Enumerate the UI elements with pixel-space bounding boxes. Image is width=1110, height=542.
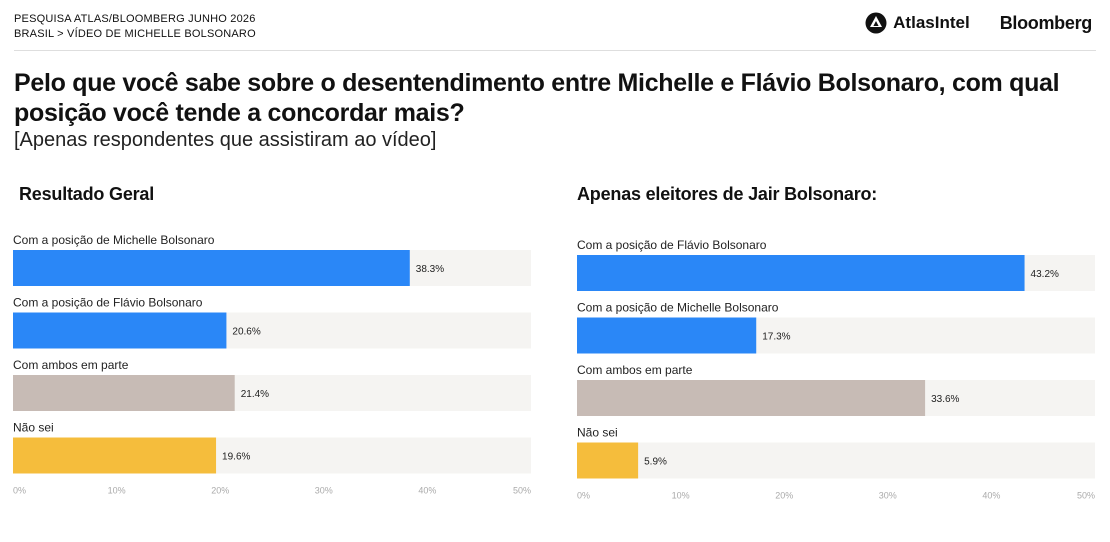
tick-label: 30% xyxy=(315,486,333,496)
value-label: 5.9% xyxy=(644,457,667,468)
value-label: 43.2% xyxy=(1031,269,1059,280)
tick-label: 0% xyxy=(13,486,26,496)
atlasintel-wordmark: AtlasIntel xyxy=(893,13,970,32)
bar xyxy=(577,442,639,479)
category-label: Com ambos em parte xyxy=(13,358,129,372)
value-label: 20.6% xyxy=(232,327,260,338)
survey-source-line: PESQUISA ATLAS/BLOOMBERG JUNHO 2026 xyxy=(14,13,256,25)
question-title: Pelo que você sabe sobre o desentendimen… xyxy=(14,69,1060,127)
bar xyxy=(13,250,410,286)
bar xyxy=(13,312,227,349)
tick-label: 50% xyxy=(1077,491,1095,501)
category-label: Com a posição de Flávio Bolsonaro xyxy=(577,238,767,252)
survey-breadcrumb-line: BRASIL > VÍDEO DE MICHELLE BOLSONARO xyxy=(14,28,256,40)
category-label: Com a posição de Michelle Bolsonaro xyxy=(13,233,215,247)
value-label: 17.3% xyxy=(762,332,790,343)
tick-label: 40% xyxy=(418,486,436,496)
category-label: Não sei xyxy=(577,426,618,440)
survey-header: PESQUISA ATLAS/BLOOMBERG JUNHO 2026 BRAS… xyxy=(14,12,256,42)
value-label: 19.6% xyxy=(222,452,250,463)
tick-label: 50% xyxy=(513,486,531,496)
tick-label: 10% xyxy=(108,486,126,496)
header-divider xyxy=(14,50,1096,51)
bar xyxy=(13,375,235,411)
atlasintel-logo: AtlasIntel xyxy=(865,12,970,34)
panel-title: Apenas eleitores de Jair Bolsonaro: xyxy=(577,184,877,204)
brand-logos: AtlasIntel Bloomberg xyxy=(865,12,1092,34)
tick-label: 30% xyxy=(879,491,897,501)
category-label: Não sei xyxy=(13,421,54,435)
category-label: Com ambos em parte xyxy=(577,363,693,377)
bar xyxy=(577,255,1025,291)
tick-label: 20% xyxy=(211,486,229,496)
bar-track xyxy=(577,442,1095,479)
bar xyxy=(577,317,757,354)
chart-eleitores-bolsonaro: Apenas eleitores de Jair Bolsonaro: Com a… xyxy=(577,184,1095,501)
category-label: Com a posição de Flávio Bolsonaro xyxy=(13,296,203,310)
tick-label: 40% xyxy=(982,491,1000,501)
atlasintel-icon xyxy=(865,12,887,34)
category-label: Com a posição de Michelle Bolsonaro xyxy=(577,301,779,315)
value-label: 38.3% xyxy=(416,264,444,275)
tick-label: 0% xyxy=(577,491,590,501)
bar xyxy=(13,437,217,474)
panel-title: Resultado Geral xyxy=(19,184,154,204)
value-label: 21.4% xyxy=(241,389,269,400)
value-label: 33.6% xyxy=(931,394,959,405)
tick-label: 20% xyxy=(775,491,793,501)
bar xyxy=(577,380,926,416)
chart-resultado-geral: Resultado Geral Com a posição de Michelle… xyxy=(13,184,531,496)
bloomberg-logo: Bloomberg xyxy=(999,12,1093,33)
question-note: [Apenas respondentes que assistiram ao v… xyxy=(14,129,437,151)
tick-label: 10% xyxy=(672,491,690,501)
